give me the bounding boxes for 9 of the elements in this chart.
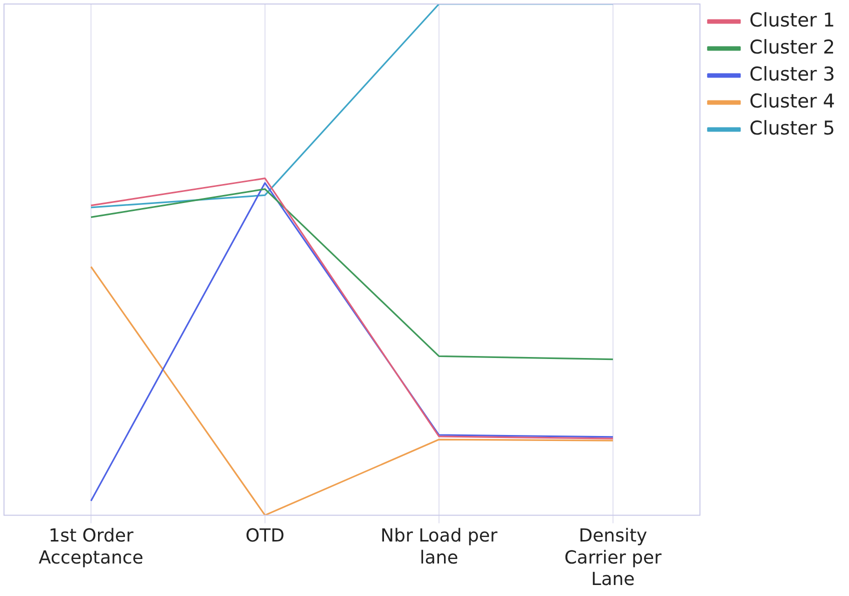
x-tick-label: OTD xyxy=(245,526,284,547)
x-tick-label: 1st Order Acceptance xyxy=(38,526,144,568)
x-tick-label: Nbr Load per lane xyxy=(380,526,498,568)
x-tick-label: Density Carrier per Lane xyxy=(564,526,662,590)
legend-label: Cluster 5 xyxy=(749,117,836,140)
legend-label: Cluster 4 xyxy=(749,90,836,112)
legend-label: Cluster 2 xyxy=(749,36,836,58)
legend-label: Cluster 3 xyxy=(749,63,836,86)
legend-label: Cluster 1 xyxy=(749,9,836,32)
